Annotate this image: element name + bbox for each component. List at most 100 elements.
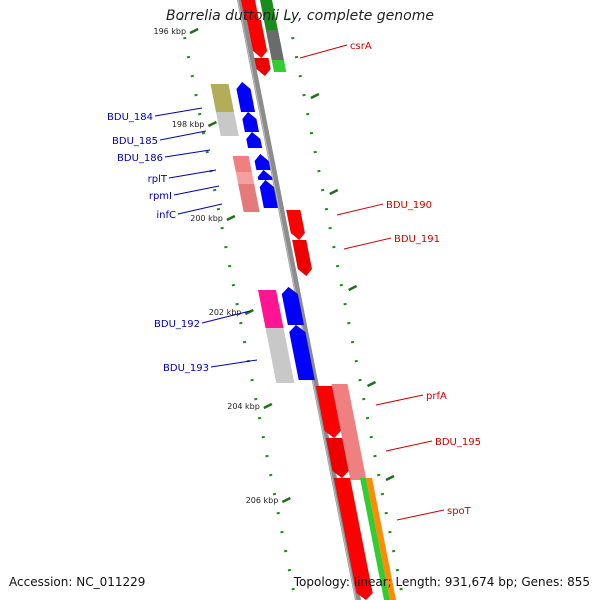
gene-arrow-bdu-192 xyxy=(281,286,305,326)
tick-mark xyxy=(244,308,254,316)
tick-dot xyxy=(362,397,366,401)
gene-label-group: csrA xyxy=(299,41,372,59)
gene-label-group: BDU_193 xyxy=(163,359,258,374)
tick-dot xyxy=(186,55,191,59)
feature-strip-salmon-1 xyxy=(232,156,252,172)
tick-dot xyxy=(347,321,351,325)
tick-mark xyxy=(281,496,291,504)
gene-label-group: BDU_191 xyxy=(343,234,440,250)
feature-strip-pink xyxy=(258,290,284,328)
tick-major: 200 kbp xyxy=(190,214,236,223)
gene-label: BDU_185 xyxy=(112,136,158,147)
tick-dot xyxy=(216,207,221,211)
tick-dot xyxy=(291,587,295,591)
gene-label: infC xyxy=(156,210,176,221)
tick-label: 196 kbp xyxy=(153,27,186,36)
tick-dot xyxy=(276,511,280,515)
tick-dot xyxy=(369,435,373,439)
tick-dot xyxy=(201,131,206,135)
tick-dot xyxy=(313,150,317,154)
gene-arrow-bdu-186 xyxy=(246,131,263,149)
gene-arrow-rpmi xyxy=(257,169,273,181)
tick-dot xyxy=(328,226,332,230)
tick-mark xyxy=(263,402,273,410)
tick-dot xyxy=(250,378,254,382)
tick-label: 198 kbp xyxy=(172,120,205,129)
leader-line xyxy=(375,394,424,406)
summary-text: Topology: linear; Length: 931,674 bp; Ge… xyxy=(293,575,590,589)
tick-dot xyxy=(377,473,381,477)
gene-arrow-top xyxy=(241,0,259,20)
leader-line xyxy=(396,509,445,521)
tick-dot xyxy=(339,283,344,287)
feature-strip-gray-2 xyxy=(265,328,295,383)
leader-line xyxy=(299,44,348,59)
tick-dot xyxy=(194,93,198,97)
leader-line xyxy=(173,185,220,196)
tick-dot xyxy=(287,568,292,572)
feature-strip-salmon-3 xyxy=(238,184,260,212)
tick-dot xyxy=(213,188,217,192)
tick-dot xyxy=(235,302,239,306)
tick-dot xyxy=(179,17,183,21)
tick-dot xyxy=(384,511,388,515)
tick-dot xyxy=(227,264,232,268)
tick-dot xyxy=(231,283,236,287)
gene-label: rpmI xyxy=(149,191,172,202)
gene-arrow-csra xyxy=(246,19,268,59)
tick-mark-right xyxy=(329,188,339,196)
tick-dot xyxy=(284,549,288,553)
tick-dot xyxy=(332,245,336,249)
gene-label-group: BDU_185 xyxy=(112,130,207,147)
gene-arrow-bdu-195 xyxy=(325,437,349,479)
leader-line xyxy=(336,203,384,216)
tick-mark xyxy=(226,214,236,222)
tick-mark-right xyxy=(310,92,320,100)
tick-dot xyxy=(190,74,194,78)
gene-label: BDU_191 xyxy=(394,234,440,245)
tick-dot xyxy=(220,226,224,230)
gene-arrow-infc xyxy=(259,179,279,209)
feature-strip-salmon-4 xyxy=(331,384,367,480)
gene-label-group: BDU_186 xyxy=(117,149,211,164)
gene-label: BDU_193 xyxy=(163,363,209,374)
gene-label-group: rplT xyxy=(148,169,217,185)
gene-arrow-spot xyxy=(333,477,373,600)
tick-dot xyxy=(354,359,358,363)
gene-label-group: BDU_184 xyxy=(107,107,203,123)
gene-label: BDU_186 xyxy=(117,153,163,164)
tick-dot xyxy=(335,264,340,268)
gene-label: BDU_184 xyxy=(107,112,153,123)
leader-line xyxy=(168,169,217,179)
tick-dot xyxy=(380,492,385,496)
leader-line xyxy=(343,237,392,250)
tick-label: 200 kbp xyxy=(190,214,223,223)
feature-strip-green-2 xyxy=(360,478,390,600)
tick-dot xyxy=(291,36,295,40)
tick-dot xyxy=(399,587,403,591)
leader-line xyxy=(159,130,207,141)
tick-dot xyxy=(224,245,228,249)
tick-dot xyxy=(343,302,347,306)
gene-label: BDU_192 xyxy=(154,319,200,330)
tick-dot xyxy=(239,321,243,325)
gene-arrow-bdu-185 xyxy=(242,111,260,133)
tick-major: 206 kbp xyxy=(246,496,291,505)
tick-dot xyxy=(254,397,258,401)
leader-line xyxy=(210,359,258,368)
tick-dot xyxy=(395,568,400,572)
gene-arrow-bdu-193 xyxy=(289,324,316,381)
tick-dot xyxy=(388,530,392,534)
tick-dot xyxy=(317,169,321,173)
gene-label-group: prfA xyxy=(375,391,447,406)
gene-label: BDU_195 xyxy=(435,437,481,448)
tick-major: 196 kbp xyxy=(153,27,199,36)
leader-line xyxy=(177,203,223,215)
tick-mark-right xyxy=(348,284,358,292)
feature-strip-orange xyxy=(366,478,396,600)
feature-strip-gray xyxy=(265,30,284,60)
gene-label: rplT xyxy=(148,174,168,185)
gene-label-group: infC xyxy=(156,203,223,221)
tick-dot xyxy=(309,131,314,135)
tick-dot xyxy=(269,473,273,477)
